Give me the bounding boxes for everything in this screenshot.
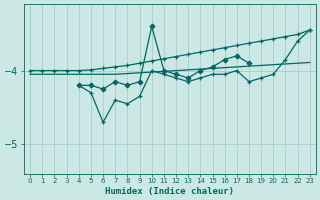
X-axis label: Humidex (Indice chaleur): Humidex (Indice chaleur): [106, 187, 235, 196]
